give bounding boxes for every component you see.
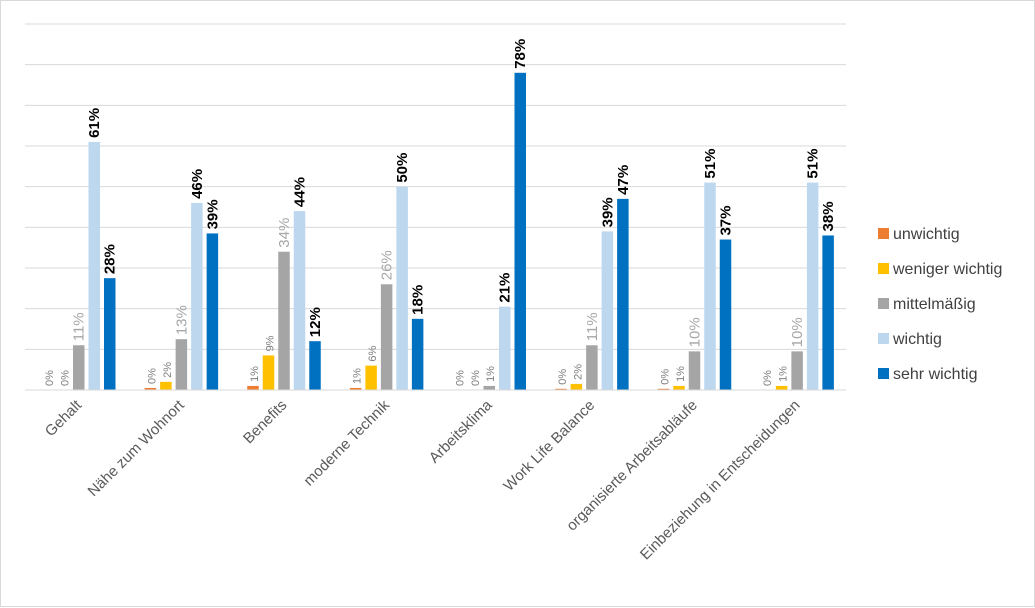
value-label: 13% bbox=[173, 305, 190, 335]
value-label: 1% bbox=[352, 368, 364, 384]
value-label: 9% bbox=[265, 335, 277, 351]
x-tick-label: Arbeitsklima bbox=[426, 396, 496, 466]
value-label: 1% bbox=[485, 366, 497, 382]
value-label: 1% bbox=[778, 366, 790, 382]
value-label: 21% bbox=[497, 273, 514, 303]
value-label: 0% bbox=[146, 368, 158, 384]
legend-label: sehr wichtig bbox=[893, 366, 977, 383]
value-label: 51% bbox=[702, 149, 719, 179]
value-labels: 0% 0%11%61%28%0% 2%13%46%39%1%9%34%44%12%1… bbox=[44, 39, 837, 386]
legend-swatch bbox=[878, 333, 889, 344]
value-label: 0% bbox=[44, 370, 56, 386]
x-axis: Gehalt Nähe zum Wohnort Benefits moderne Te… bbox=[25, 389, 846, 564]
value-label: 11% bbox=[71, 312, 88, 341]
value-label: 0% bbox=[660, 369, 672, 385]
value-label: 10% bbox=[789, 317, 806, 347]
bar-wichtig-0 bbox=[88, 141, 100, 390]
value-label: 0% bbox=[454, 370, 466, 386]
bar-wichtig-5 bbox=[601, 231, 614, 390]
bar-wichtig-2 bbox=[293, 211, 306, 390]
bar-wichtig-4 bbox=[499, 306, 511, 390]
legend-label: wichtig bbox=[892, 331, 942, 348]
value-label: 44% bbox=[292, 177, 309, 207]
bar-sehr-wichtig-5 bbox=[617, 198, 629, 390]
value-label: 38% bbox=[820, 201, 837, 231]
value-label: 61% bbox=[86, 108, 103, 138]
bar-mittelmäßig-7 bbox=[791, 351, 803, 390]
bars bbox=[73, 72, 834, 391]
bar-wichtig-1 bbox=[191, 202, 203, 390]
legend-label: weniger wichtig bbox=[892, 261, 1002, 278]
value-label: 50% bbox=[394, 153, 411, 183]
bar-mittelmäßig-4 bbox=[483, 385, 495, 390]
gridlines bbox=[25, 23, 846, 350]
value-label: 28% bbox=[102, 244, 119, 274]
legend-swatch bbox=[878, 298, 889, 309]
bar-weniger-wichtig-5 bbox=[570, 383, 583, 390]
value-label: 0% bbox=[470, 370, 482, 386]
legend: unwichtig weniger wichtig mittelmäßig wicht… bbox=[878, 226, 1002, 383]
legend-swatch bbox=[878, 368, 889, 379]
value-label: 1% bbox=[249, 366, 261, 382]
value-label: 1% bbox=[675, 366, 687, 382]
bar-unwichtig-6 bbox=[657, 388, 670, 390]
bar-sehr-wichtig-3 bbox=[411, 318, 424, 390]
value-label: 6% bbox=[367, 345, 379, 361]
value-label: 39% bbox=[599, 197, 616, 227]
value-label: 26% bbox=[379, 250, 396, 280]
bar-mittelmäßig-3 bbox=[380, 284, 393, 390]
x-tick-label: Nähe zum Wohnort bbox=[85, 396, 189, 500]
bar-sehr-wichtig-7 bbox=[822, 235, 834, 390]
value-label: 0% bbox=[59, 370, 71, 386]
bar-weniger-wichtig-6 bbox=[673, 385, 685, 390]
bar-mittelmäßig-6 bbox=[688, 351, 701, 390]
bar-mittelmäßig-5 bbox=[586, 345, 598, 390]
value-label: 0% bbox=[762, 370, 774, 386]
bar-unwichtig-5 bbox=[555, 388, 567, 390]
x-tick-label: Work Life Balance bbox=[500, 397, 598, 495]
value-label: 46% bbox=[189, 169, 206, 199]
bar-sehr-wichtig-0 bbox=[104, 278, 116, 390]
value-label: 2% bbox=[572, 364, 584, 380]
bar-sehr-wichtig-2 bbox=[309, 341, 321, 390]
legend-label: mittelmäßig bbox=[893, 296, 976, 313]
value-label: 12% bbox=[307, 307, 324, 337]
legend-swatch bbox=[878, 228, 889, 239]
value-label: 0% bbox=[557, 369, 569, 385]
legend-label: unwichtig bbox=[893, 226, 960, 243]
bar-wichtig-7 bbox=[806, 182, 819, 390]
bar-mittelmäßig-1 bbox=[175, 339, 188, 390]
value-label: 10% bbox=[687, 317, 704, 347]
bar-weniger-wichtig-1 bbox=[160, 381, 172, 390]
value-label: 18% bbox=[410, 285, 427, 315]
bar-sehr-wichtig-6 bbox=[719, 239, 732, 390]
value-label: 11% bbox=[584, 312, 601, 341]
x-tick-label: Einbeziehung in Entscheidungen bbox=[637, 397, 804, 564]
value-label: 34% bbox=[276, 218, 293, 248]
x-tick-label: Benefits bbox=[240, 397, 290, 447]
value-label: 37% bbox=[718, 206, 735, 236]
bar-mittelmäßig-2 bbox=[278, 251, 290, 390]
value-label: 47% bbox=[615, 165, 632, 195]
x-tick-label: moderne Technik bbox=[300, 396, 393, 489]
bar-unwichtig-3 bbox=[349, 387, 362, 390]
value-label: 51% bbox=[805, 149, 822, 179]
bar-wichtig-6 bbox=[704, 182, 716, 390]
bar-sehr-wichtig-4 bbox=[514, 72, 526, 391]
bar-unwichtig-2 bbox=[247, 385, 259, 390]
value-label: 78% bbox=[512, 39, 529, 69]
value-label: 2% bbox=[162, 362, 174, 378]
legend-swatch bbox=[878, 263, 889, 274]
bar-weniger-wichtig-3 bbox=[365, 365, 377, 390]
bar-wichtig-3 bbox=[396, 186, 408, 390]
bar-mittelmäßig-0 bbox=[73, 345, 85, 390]
bar-unwichtig-1 bbox=[144, 387, 157, 390]
x-tick-label: Gehalt bbox=[42, 396, 86, 440]
value-label: 39% bbox=[204, 199, 221, 229]
bar-weniger-wichtig-2 bbox=[262, 355, 275, 390]
bar-weniger-wichtig-7 bbox=[775, 385, 788, 390]
bar-sehr-wichtig-1 bbox=[206, 233, 219, 390]
